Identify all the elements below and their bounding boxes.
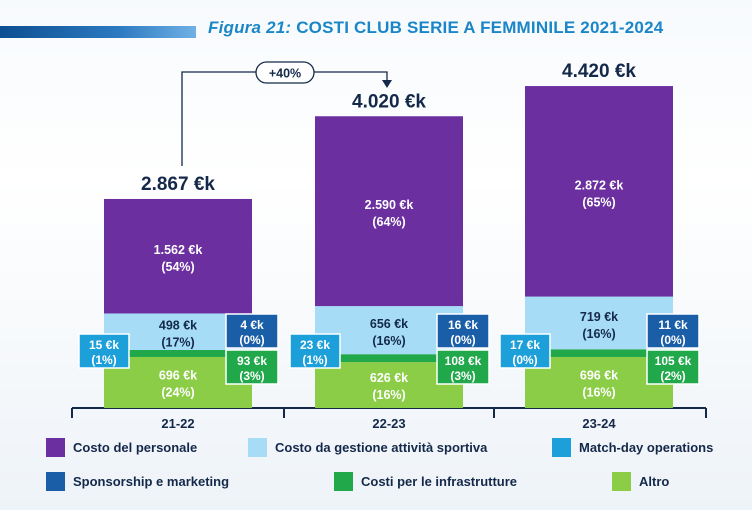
legend-label: Costo del personale: [73, 439, 198, 455]
x-tick-label: 22-23: [372, 416, 405, 431]
callout-share-sponsorship: (0%): [660, 333, 685, 347]
callout-label-matchday: 23 €k: [300, 338, 330, 352]
legend-swatch: [552, 437, 571, 457]
data-label-gestione: 719 €k: [580, 310, 618, 324]
legend-swatch: [248, 437, 267, 457]
data-share-personale: (65%): [582, 195, 615, 209]
callout-box-infrastrutture: [646, 349, 700, 385]
growth-badge-label: +40%: [269, 67, 301, 81]
callout-label-sponsorship: 4 €k: [240, 318, 264, 332]
data-share-personale: (54%): [161, 260, 194, 274]
legend-item-personale: Costo del personale: [46, 436, 197, 458]
legend-item-matchday: Match-day operations: [552, 436, 713, 458]
callout-box-sponsorship: [225, 313, 279, 349]
callout-label-infrastrutture: 93 €k: [237, 354, 267, 368]
data-share-altro: (16%): [582, 385, 615, 399]
data-label-altro: 696 €k: [580, 368, 618, 382]
legend-label: Match-day operations: [579, 439, 714, 455]
bar-total-label: 4.420 €k: [562, 61, 636, 82]
callout-label-matchday: 15 €k: [89, 338, 119, 352]
growth-badge: [255, 61, 315, 84]
legend-label: Costi per le infrastrutture: [361, 473, 518, 489]
legend-item-altro: Altro: [612, 470, 669, 492]
chart-title: Figura 21: COSTI CLUB SERIE A FEMMINILE …: [208, 18, 748, 44]
callout-share-infrastrutture: (2%): [660, 369, 685, 383]
legend-label: Altro: [639, 473, 670, 489]
data-label-personale: 2.590 €k: [365, 198, 414, 212]
callout-label-matchday: 17 €k: [510, 338, 540, 352]
bar-segment-infrastrutture: [525, 349, 673, 357]
data-share-personale: (64%): [372, 215, 405, 229]
callout-box-matchday: [499, 333, 551, 369]
bar-segment-personale: [315, 116, 463, 307]
bar-total-label: 4.020 €k: [352, 91, 426, 112]
x-tick-label: 21-22: [161, 416, 194, 431]
data-label-personale: 1.562 €k: [154, 243, 203, 257]
callout-label-infrastrutture: 105 €k: [655, 354, 692, 368]
bar-segment-personale: [104, 198, 252, 314]
data-label-altro: 626 €k: [370, 371, 408, 385]
callout-label-sponsorship: 16 €k: [448, 318, 478, 332]
legend-swatch: [334, 471, 353, 491]
callout-share-infrastrutture: (3%): [450, 369, 475, 383]
data-share-altro: (16%): [372, 388, 405, 402]
data-label-altro: 696 €k: [159, 368, 197, 382]
x-tick-label: 23-24: [582, 416, 616, 431]
bar-segment-infrastrutture: [315, 354, 463, 363]
figure-number: Figura 21:: [208, 18, 292, 37]
data-label-gestione: 498 €k: [159, 319, 197, 333]
data-share-altro: (24%): [161, 385, 194, 399]
header-accent-bar: [0, 26, 196, 38]
callout-label-sponsorship: 11 €k: [658, 318, 688, 332]
callout-box-sponsorship: [436, 313, 490, 349]
data-label-gestione: 656 €k: [370, 317, 408, 331]
legend-swatch: [46, 471, 65, 491]
data-share-gestione: (16%): [582, 327, 615, 341]
legend-label: Sponsorship e marketing: [73, 473, 230, 489]
legend-item-gestione: Costo da gestione attività sportiva: [248, 436, 487, 458]
legend-item-infrastrutture: Costi per le infrastrutture: [334, 470, 517, 492]
callout-box-infrastrutture: [436, 349, 490, 385]
bar-total-label: 2.867 €k: [141, 174, 215, 195]
callout-box-matchday: [78, 333, 130, 369]
callout-box-matchday: [289, 333, 341, 369]
data-share-gestione: (16%): [372, 334, 405, 348]
figure-title: COSTI CLUB SERIE A FEMMINILE 2021-2024: [296, 18, 664, 37]
bar-segment-personale: [525, 86, 673, 297]
callout-share-matchday: (0%): [512, 353, 537, 367]
legend-label: Costo da gestione attività sportiva: [275, 439, 488, 455]
callout-box-sponsorship: [646, 313, 700, 349]
legend-swatch: [612, 471, 631, 491]
growth-arrowhead: [382, 80, 392, 88]
bar-segment-infrastrutture: [104, 349, 252, 357]
callout-share-matchday: (1%): [91, 353, 116, 367]
callout-label-infrastrutture: 108 €k: [445, 354, 482, 368]
legend-swatch: [46, 437, 65, 457]
callout-share-sponsorship: (0%): [239, 333, 264, 347]
legend-item-sponsorship: Sponsorship e marketing: [46, 470, 229, 492]
callout-share-matchday: (1%): [302, 353, 327, 367]
data-share-gestione: (17%): [161, 336, 194, 350]
callout-share-sponsorship: (0%): [450, 333, 475, 347]
data-label-personale: 2.872 €k: [575, 178, 624, 192]
callout-box-infrastrutture: [225, 349, 279, 385]
callout-share-infrastrutture: (3%): [239, 369, 264, 383]
